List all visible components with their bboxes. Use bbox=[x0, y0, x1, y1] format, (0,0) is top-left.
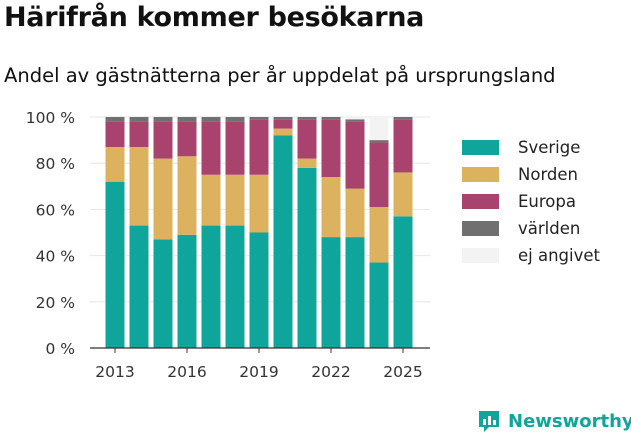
y-tick-label: 20 % bbox=[36, 294, 75, 312]
bar-segment bbox=[129, 225, 149, 348]
bar-segment bbox=[249, 174, 269, 233]
bar-segment bbox=[369, 207, 389, 263]
bar-segment bbox=[225, 225, 245, 348]
newsworthy-logo-icon bbox=[479, 411, 499, 432]
legend-item: Norden bbox=[462, 161, 600, 188]
bar-segment bbox=[345, 117, 365, 120]
bar-segment bbox=[393, 216, 413, 348]
y-tick-label: 0 % bbox=[45, 340, 75, 358]
bar-segment bbox=[369, 142, 389, 208]
bar-segment bbox=[225, 117, 245, 122]
bar-segment bbox=[105, 121, 125, 148]
y-tick-label: 100 % bbox=[26, 109, 75, 127]
bar-segment bbox=[129, 147, 149, 226]
bar-segment bbox=[201, 225, 221, 348]
legend-item: Sverige bbox=[462, 134, 600, 161]
bar-segment bbox=[105, 181, 125, 348]
bar-segment bbox=[129, 121, 149, 148]
bar-segment bbox=[297, 167, 317, 348]
x-tick-label: 2019 bbox=[239, 363, 278, 381]
legend-item: ej angivet bbox=[462, 242, 600, 269]
legend-swatch bbox=[462, 221, 499, 236]
brand-logo: Newsworthy bbox=[476, 408, 631, 434]
legend-swatch bbox=[462, 194, 499, 209]
bar-segment bbox=[369, 140, 389, 143]
bar-segment bbox=[249, 119, 269, 175]
bar-segment bbox=[297, 158, 317, 168]
bar-segment bbox=[321, 177, 341, 238]
bar-segment bbox=[345, 237, 365, 348]
legend-label: Norden bbox=[518, 165, 579, 184]
bar-segment bbox=[201, 121, 221, 175]
bar-segment bbox=[249, 117, 269, 120]
bar-segment bbox=[321, 117, 341, 120]
y-tick-label: 60 % bbox=[36, 201, 75, 219]
bar-segment bbox=[345, 119, 365, 122]
bar-segment bbox=[321, 237, 341, 348]
bar-segment bbox=[393, 119, 413, 173]
bar-segment bbox=[369, 262, 389, 348]
bar-segment bbox=[345, 121, 365, 189]
bar-segment bbox=[345, 188, 365, 238]
bar-segment bbox=[153, 158, 173, 240]
chart-legend: Sverige Norden Europa världen ej angivet bbox=[462, 134, 600, 269]
bar-segment bbox=[153, 239, 173, 348]
x-tick-label: 2025 bbox=[383, 363, 422, 381]
chart-title: Härifrån kommer besökarna bbox=[4, 2, 425, 33]
y-tick-label: 40 % bbox=[36, 248, 75, 266]
bar-segment bbox=[273, 119, 293, 129]
bar-segment bbox=[177, 117, 197, 122]
legend-item: Europa bbox=[462, 188, 600, 215]
legend-swatch bbox=[462, 140, 499, 155]
legend-label: världen bbox=[518, 219, 581, 238]
legend-label: Sverige bbox=[518, 138, 581, 157]
legend-label: Europa bbox=[518, 192, 576, 211]
legend-swatch bbox=[462, 248, 499, 263]
bar-segment bbox=[201, 117, 221, 122]
bar-segment bbox=[201, 174, 221, 226]
bar-segment bbox=[297, 119, 317, 159]
bar-segment bbox=[321, 119, 341, 178]
bar-segment bbox=[177, 121, 197, 157]
bar-segment bbox=[225, 121, 245, 175]
bar-segment bbox=[297, 117, 317, 120]
legend-swatch bbox=[462, 167, 499, 182]
y-tick-label: 80 % bbox=[36, 155, 75, 173]
legend-label: ej angivet bbox=[518, 246, 600, 265]
bar-segment bbox=[153, 117, 173, 122]
legend-item: världen bbox=[462, 215, 600, 242]
brand-name: Newsworthy bbox=[508, 410, 631, 432]
bar-segment bbox=[249, 232, 269, 348]
bar-segment bbox=[177, 234, 197, 348]
x-tick-label: 2022 bbox=[311, 363, 350, 381]
bar-segment bbox=[393, 117, 413, 120]
bar-segment bbox=[105, 147, 125, 182]
bar-segment bbox=[129, 117, 149, 122]
bar-segment bbox=[273, 128, 293, 136]
x-tick-label: 2016 bbox=[167, 363, 206, 381]
bar-segment bbox=[369, 117, 389, 141]
bar-segment bbox=[273, 117, 293, 120]
bar-segment bbox=[177, 156, 197, 235]
bar-segment bbox=[393, 172, 413, 217]
bar-segment bbox=[153, 121, 173, 159]
bar-segment bbox=[273, 135, 293, 348]
bar-segment bbox=[225, 174, 245, 226]
bar-segment bbox=[105, 117, 125, 122]
x-tick-label: 2013 bbox=[95, 363, 134, 381]
chart-subtitle: Andel av gästnätterna per år uppdelat på… bbox=[4, 64, 556, 87]
